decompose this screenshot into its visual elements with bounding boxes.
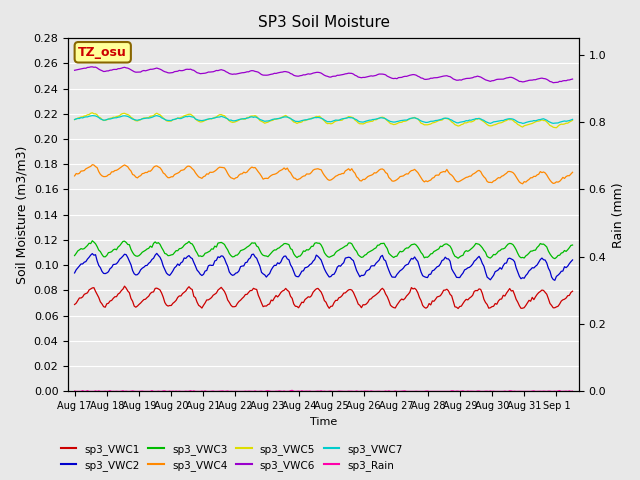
sp3_VWC1 <box>71 301 79 307</box>
sp3_VWC4 <box>228 176 236 181</box>
sp3_Rain <box>208 388 216 394</box>
sp3_VWC5 <box>228 120 236 125</box>
sp3_VWC2 <box>288 264 296 270</box>
sp3_VWC6 <box>71 67 79 73</box>
sp3_VWC1 <box>454 306 462 312</box>
Line: sp3_Rain: sp3_Rain <box>75 390 573 391</box>
sp3_VWC7 <box>71 117 79 122</box>
sp3_VWC3 <box>129 250 136 255</box>
sp3_VWC1 <box>121 283 129 289</box>
sp3_VWC4 <box>309 168 317 173</box>
sp3_VWC1 <box>228 304 236 310</box>
sp3_VWC3 <box>71 252 79 258</box>
Line: sp3_VWC2: sp3_VWC2 <box>75 253 573 280</box>
sp3_VWC4 <box>519 181 527 187</box>
sp3_VWC4 <box>569 169 577 175</box>
sp3_VWC3 <box>208 246 216 252</box>
X-axis label: Time: Time <box>310 417 337 427</box>
sp3_VWC7 <box>208 116 216 121</box>
sp3_VWC1 <box>309 289 317 295</box>
sp3_VWC4 <box>71 173 79 179</box>
Line: sp3_VWC4: sp3_VWC4 <box>75 165 573 184</box>
sp3_VWC2 <box>309 258 317 264</box>
sp3_VWC7 <box>486 120 494 126</box>
sp3_Rain <box>72 388 80 394</box>
Line: sp3_VWC5: sp3_VWC5 <box>75 113 573 128</box>
sp3_VWC5 <box>129 115 136 121</box>
Y-axis label: Soil Moisture (m3/m3): Soil Moisture (m3/m3) <box>15 145 28 284</box>
Line: sp3_VWC3: sp3_VWC3 <box>75 241 573 259</box>
sp3_VWC6 <box>129 68 136 74</box>
sp3_VWC1 <box>208 295 216 300</box>
sp3_VWC7 <box>129 116 136 122</box>
sp3_Rain <box>129 388 136 394</box>
sp3_VWC7 <box>288 117 296 122</box>
sp3_VWC6 <box>309 70 317 76</box>
sp3_Rain <box>71 388 79 394</box>
sp3_Rain <box>228 388 236 394</box>
Text: TZ_osu: TZ_osu <box>78 46 127 59</box>
sp3_VWC7 <box>530 118 538 123</box>
Y-axis label: Rain (mm): Rain (mm) <box>612 182 625 248</box>
Line: sp3_VWC7: sp3_VWC7 <box>75 116 573 123</box>
sp3_Rain <box>569 388 577 394</box>
sp3_VWC2 <box>551 277 559 283</box>
sp3_VWC2 <box>127 262 135 268</box>
sp3_VWC5 <box>208 116 216 122</box>
sp3_Rain <box>288 387 296 393</box>
sp3_VWC4 <box>530 173 538 179</box>
sp3_VWC1 <box>288 296 296 301</box>
sp3_VWC2 <box>569 257 577 263</box>
Line: sp3_VWC1: sp3_VWC1 <box>75 286 573 309</box>
sp3_VWC4 <box>129 172 136 178</box>
Line: sp3_VWC6: sp3_VWC6 <box>75 67 573 83</box>
sp3_VWC6 <box>549 80 557 85</box>
sp3_VWC7 <box>309 115 317 121</box>
sp3_VWC5 <box>552 125 560 131</box>
sp3_VWC6 <box>228 72 236 77</box>
sp3_VWC4 <box>88 162 96 168</box>
sp3_VWC5 <box>529 120 536 126</box>
sp3_VWC3 <box>309 243 317 249</box>
sp3_VWC3 <box>228 254 236 260</box>
sp3_VWC3 <box>529 248 536 254</box>
sp3_VWC1 <box>129 299 136 304</box>
sp3_VWC7 <box>228 118 236 123</box>
sp3_VWC6 <box>288 71 296 77</box>
sp3_VWC6 <box>208 69 216 75</box>
Legend: sp3_VWC1, sp3_VWC2, sp3_VWC3, sp3_VWC4, sp3_VWC5, sp3_VWC6, sp3_VWC7, sp3_Rain: sp3_VWC1, sp3_VWC2, sp3_VWC3, sp3_VWC4, … <box>56 439 407 475</box>
sp3_VWC4 <box>208 169 216 175</box>
sp3_VWC5 <box>71 117 79 122</box>
sp3_VWC4 <box>288 173 296 179</box>
sp3_VWC7 <box>569 117 577 122</box>
sp3_VWC1 <box>530 297 538 302</box>
sp3_VWC3 <box>288 247 296 252</box>
sp3_VWC5 <box>88 110 96 116</box>
sp3_VWC3 <box>88 238 96 244</box>
sp3_VWC6 <box>569 76 577 82</box>
sp3_VWC2 <box>529 265 536 271</box>
sp3_VWC6 <box>529 77 536 83</box>
sp3_VWC6 <box>88 64 96 70</box>
sp3_VWC3 <box>569 242 577 248</box>
sp3_Rain <box>530 388 538 394</box>
sp3_Rain <box>311 388 319 394</box>
sp3_VWC2 <box>71 270 79 276</box>
sp3_VWC1 <box>569 288 577 294</box>
Title: SP3 Soil Moisture: SP3 Soil Moisture <box>257 15 390 30</box>
sp3_Rain <box>290 388 298 394</box>
sp3_VWC2 <box>208 263 216 268</box>
sp3_VWC2 <box>228 273 236 278</box>
sp3_VWC7 <box>88 113 96 119</box>
sp3_VWC5 <box>309 115 317 121</box>
sp3_VWC3 <box>551 256 559 262</box>
sp3_VWC5 <box>569 118 577 123</box>
sp3_VWC5 <box>288 118 296 123</box>
sp3_VWC2 <box>153 251 161 256</box>
